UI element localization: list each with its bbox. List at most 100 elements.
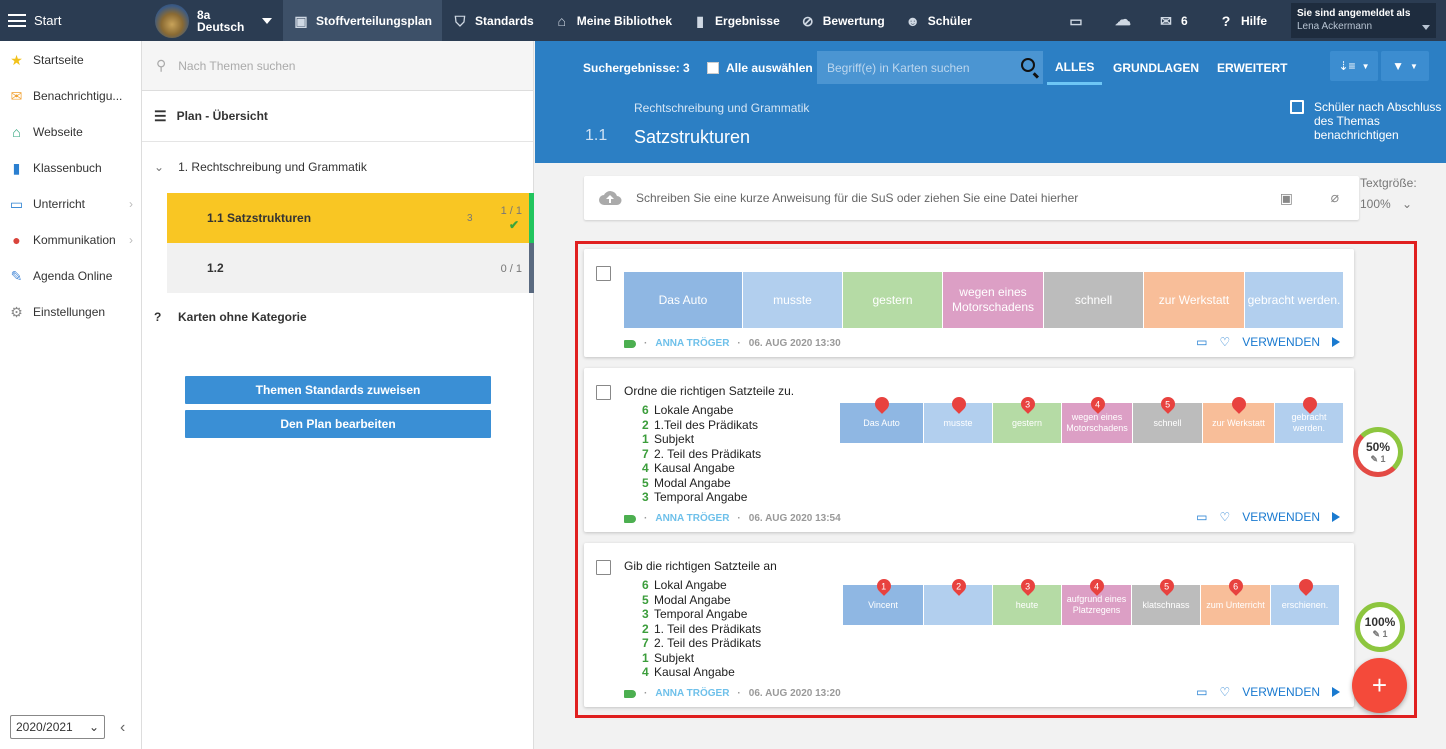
sidebar-item-agenda-online[interactable]: ✎ Agenda Online [0,258,141,294]
chapter-row[interactable]: ⌄ 1. Rechtschreibung und Grammatik [142,142,533,192]
help-button[interactable]: ? Hilfe [1218,0,1267,41]
card-author[interactable]: ANNA TRÖGER [655,513,730,524]
chat-button[interactable]: ☁ [1115,0,1131,41]
assign-standards-button[interactable]: Themen Standards zuweisen [185,376,491,404]
card-checkbox[interactable] [596,266,611,281]
shield-icon: ⛉ [454,12,466,29]
nav-standards[interactable]: ⛉ Standards [442,0,544,41]
card-checkbox[interactable] [596,560,611,575]
progress-circle[interactable]: 50% ✎ 1 [1353,427,1403,477]
tag-icon[interactable] [624,689,636,698]
collapse-sidebar-icon[interactable]: ‹ [120,719,126,736]
nav-label: Meine Bibliothek [576,13,673,28]
use-button[interactable]: VERWENDEN [1242,335,1320,349]
class-selector[interactable]: 8a Deutsch [142,0,283,41]
start-menu-button[interactable]: Start [0,0,142,41]
sidebar-item-kommunikation[interactable]: ● Kommunikation › [0,222,141,258]
envelope-icon: ✉ [10,87,23,104]
card-checkbox[interactable] [596,385,611,400]
search-icon[interactable] [1021,58,1035,72]
topic-1-2[interactable]: 1.2 0 / 1 [167,243,534,293]
card-footer: · ANNA TRÖGER · 06. AUG 2020 13:20 [624,688,841,699]
sentence-tile: klatschnass [1132,585,1200,625]
sidebar-item-benachrichtigungen[interactable]: ✉ Benachrichtigu... [0,78,141,114]
text-size-select[interactable]: 100% ⌄ [1360,194,1417,215]
tag-icon[interactable] [624,339,636,348]
card-search-input[interactable]: Begriff(e) in Karten suchen [817,51,1043,84]
sidebar-item-label: Klassenbuch [33,161,102,175]
sidebar-item-einstellungen[interactable]: ⚙ Einstellungen [0,294,141,330]
thumbs-up-icon[interactable]: ♡ [1219,685,1231,699]
card-author[interactable]: ANNA TRÖGER [655,338,730,349]
nav-bewertung[interactable]: ⊘ Bewertung [790,0,895,41]
play-icon[interactable] [1332,512,1340,522]
sidebar-item-webseite[interactable]: ⌂ Webseite [0,114,141,150]
tab-erweitert[interactable]: ERWEITERT [1217,61,1288,75]
answer-item: 3 Temporal Angabe [642,490,748,504]
login-menu[interactable]: Sie sind angemeldet als Lena Ackermann [1291,3,1436,38]
answer-item: 2 1.Teil des Prädikats [642,417,759,432]
start-label: Start [34,13,62,28]
nav-label: Standards [475,13,534,28]
progress-circle[interactable]: 100% ✎ 1 [1355,602,1405,652]
tab-alles[interactable]: ALLES [1047,51,1103,85]
mail-button[interactable]: ✉ 6 [1158,0,1188,41]
login-name: Lena Ackermann [1297,21,1373,32]
answer-item: 3 Temporal Angabe [642,607,748,621]
sentence-tile: gestern [843,272,942,328]
thumbs-up-icon[interactable]: ♡ [1219,510,1231,524]
card-question: Gib die richtigen Satzteile an [624,559,777,573]
sort-button[interactable]: ⇣≡ ▼ [1330,51,1378,81]
filter-icon: ▼ [1392,59,1404,73]
plan-overview[interactable]: ☰ Plan - Übersicht [142,91,533,142]
sentence-tile: wegen eines Motorschadens [943,272,1043,328]
answer-item: 4 Kausal Angabe [642,665,735,679]
select-all[interactable]: Alle auswählen [707,51,813,85]
filter-button[interactable]: ▼ ▼ [1381,51,1429,81]
topic-count: 0 / 1 [500,263,522,275]
play-icon[interactable] [1332,687,1340,697]
attachment-icon[interactable]: ⌀ [1330,189,1339,205]
top-bar: Start 8a Deutsch ▣ Stoffverteilungsplan ⛉ S… [0,0,1446,41]
breadcrumb: Rechtschreibung und Grammatik [634,101,810,115]
progress-value: 50% [1365,439,1391,454]
uncategorized-cards[interactable]: ? Karten ohne Kategorie [142,291,534,342]
use-button[interactable]: VERWENDEN [1242,510,1320,524]
card-author[interactable]: ANNA TRÖGER [655,688,730,699]
notify-checkbox[interactable] [1290,100,1304,114]
cloud-upload-icon [599,191,622,205]
chevron-down-icon [262,17,273,24]
cast-icon[interactable]: ▭ [1196,510,1208,524]
notify-label: Schüler nach Abschluss des Themas benach… [1314,100,1442,142]
image-icon[interactable]: ▣ [1279,190,1293,206]
nav-schueler[interactable]: ☻ Schüler [895,0,982,41]
topic-count: 1 / 1 [500,205,522,217]
year-select[interactable]: 2020/2021 ⌄ [10,715,105,739]
cast-icon[interactable]: ▭ [1196,685,1208,699]
sidebar-item-unterricht[interactable]: ▭ Unterricht › [0,186,141,222]
nav-label: Schüler [927,13,972,28]
topic-1-1[interactable]: 1.1 Satzstrukturen 3 1 / 1 ✔ [167,193,534,243]
sidebar-item-klassenbuch[interactable]: ▮ Klassenbuch [0,150,141,186]
nav-meine-bibliothek[interactable]: ⌂ Meine Bibliothek [544,0,682,41]
select-all-checkbox[interactable] [707,62,719,74]
card-actions: ▭ ♡ VERWENDEN [1196,335,1340,349]
nav-stoffverteilungsplan[interactable]: ▣ Stoffverteilungsplan [283,0,443,41]
tag-icon[interactable] [624,514,636,523]
topic-search[interactable]: ⚲ Nach Themen suchen [142,41,533,91]
gear-icon: ⚙ [10,303,23,320]
thumbs-up-icon[interactable]: ♡ [1219,335,1231,349]
sidebar-item-startseite[interactable]: ★ Startseite [0,42,141,78]
use-button[interactable]: VERWENDEN [1242,685,1320,699]
cast-icon[interactable]: ▭ [1196,335,1208,349]
nav-ergebnisse[interactable]: ▮ Ergebnisse [682,0,790,41]
cast-button[interactable]: ▭ [1068,0,1084,41]
play-icon[interactable] [1332,337,1340,347]
tab-grundlagen[interactable]: GRUNDLAGEN [1113,61,1199,75]
topic-search-input[interactable]: Nach Themen suchen [178,58,296,73]
nav-label: Bewertung [822,13,885,28]
add-card-button[interactable]: + [1352,658,1407,713]
upload-instruction-card[interactable]: Schreiben Sie eine kurze Anweisung für d… [584,176,1359,220]
edit-plan-button[interactable]: Den Plan bearbeiten [185,410,491,438]
answer-item: 6 Lokale Angabe [642,403,734,417]
